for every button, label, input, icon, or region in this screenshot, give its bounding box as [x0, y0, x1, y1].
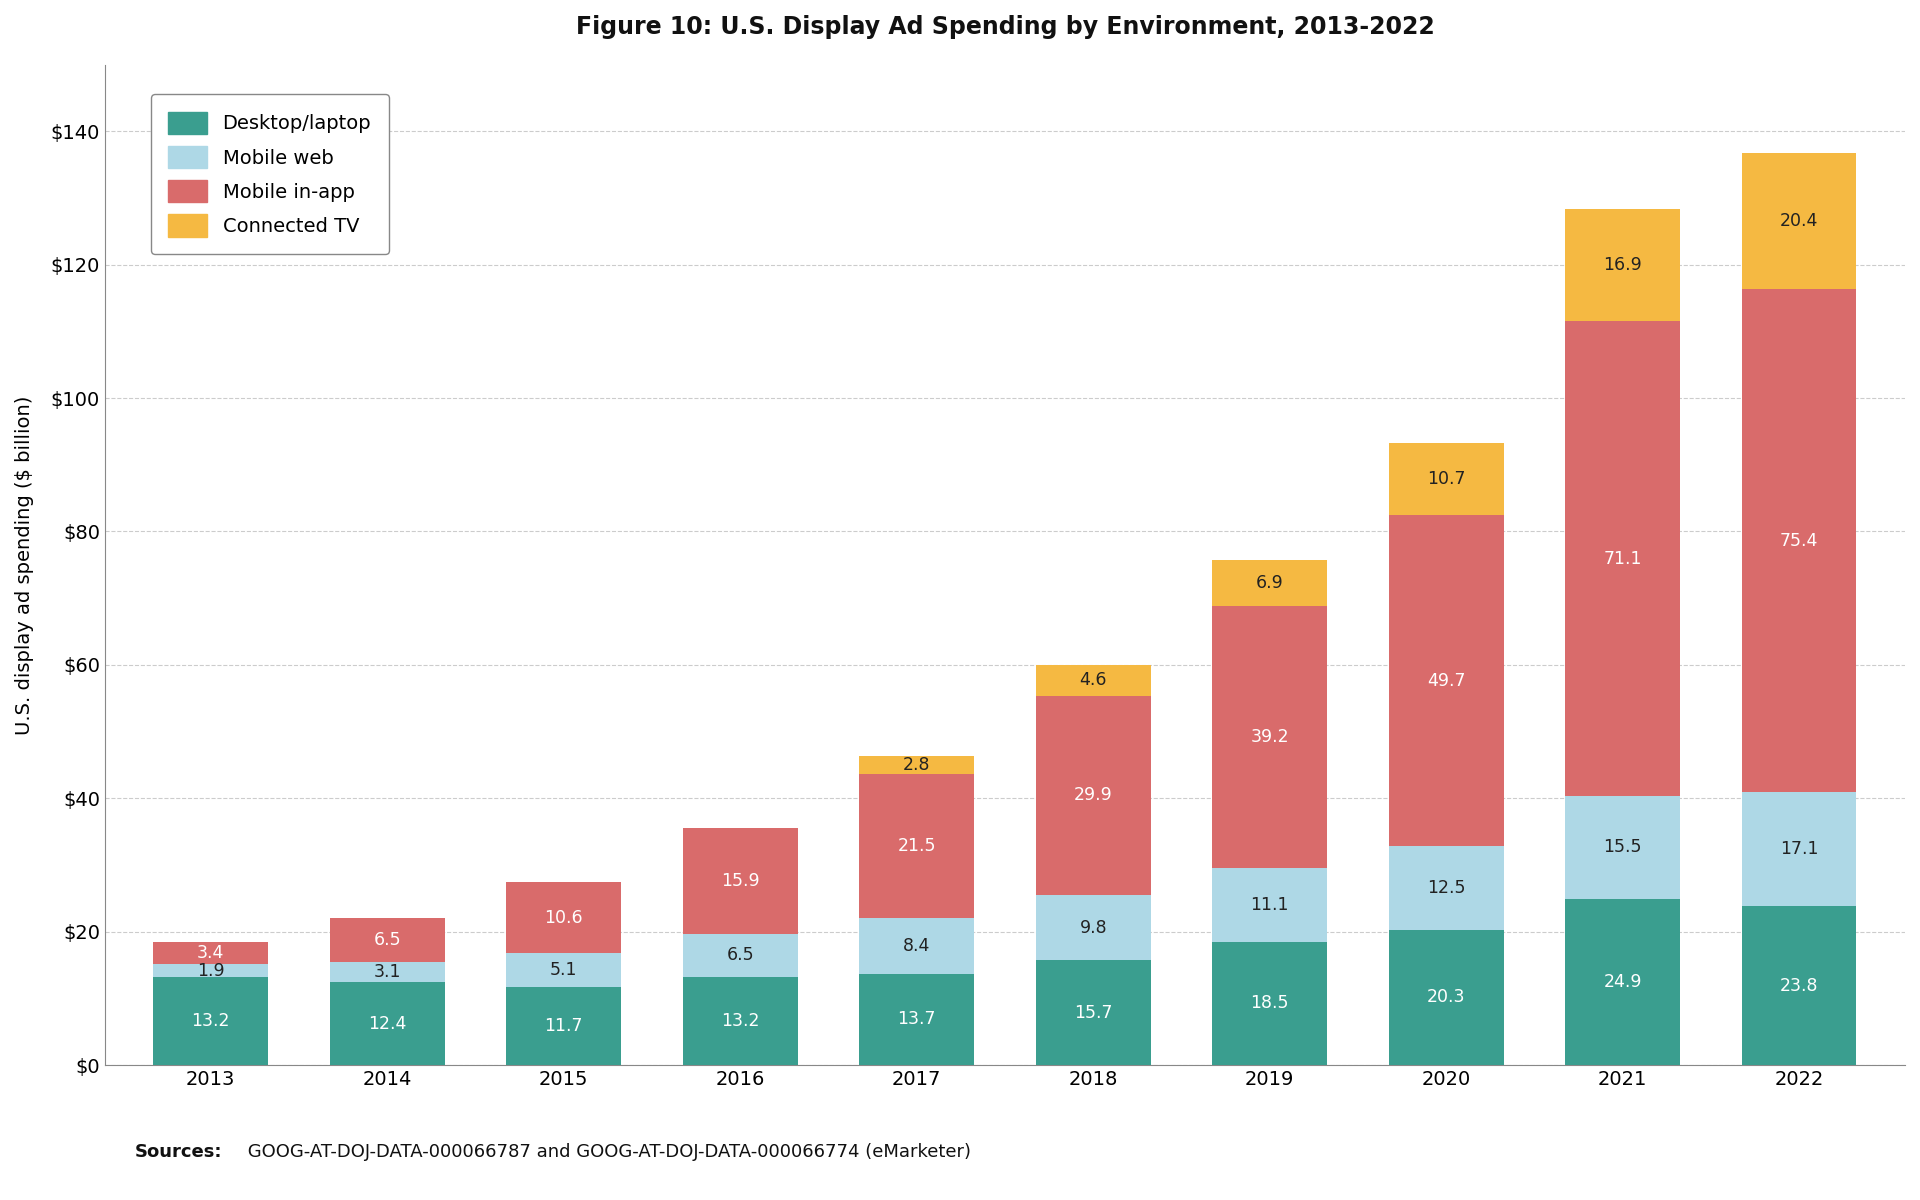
Text: Sources:: Sources: [134, 1142, 223, 1162]
Bar [507, 953, 620, 988]
Text: GOOG-AT-DOJ-DATA-000066787 and GOOG-AT-DOJ-DATA-000066774 (eMarketer): GOOG-AT-DOJ-DATA-000066787 and GOOG-AT-D… [242, 1142, 972, 1162]
Bar [507, 988, 620, 1066]
Text: 13.2: 13.2 [722, 1012, 760, 1030]
Bar [330, 983, 445, 1066]
Bar [1388, 846, 1503, 930]
Text: 16.9: 16.9 [1603, 256, 1642, 274]
Text: 8.4: 8.4 [902, 937, 931, 955]
Bar [1565, 899, 1680, 1066]
Bar [1741, 289, 1857, 792]
Text: 11.1: 11.1 [1250, 895, 1288, 913]
Text: 6.5: 6.5 [726, 947, 755, 965]
Bar [860, 918, 973, 973]
Bar [1388, 444, 1503, 515]
Bar [1035, 696, 1150, 895]
Bar [1741, 792, 1857, 906]
Bar [1035, 960, 1150, 1066]
Text: 11.7: 11.7 [545, 1018, 584, 1036]
Bar [860, 774, 973, 918]
Text: 29.9: 29.9 [1073, 786, 1112, 804]
Text: 10.6: 10.6 [545, 908, 584, 926]
Text: 15.9: 15.9 [720, 871, 760, 889]
Text: 2.8: 2.8 [902, 756, 931, 774]
Text: 75.4: 75.4 [1780, 532, 1818, 550]
Text: 49.7: 49.7 [1427, 672, 1465, 690]
Bar [1212, 942, 1327, 1066]
Bar [1741, 154, 1857, 289]
Text: 13.2: 13.2 [192, 1012, 230, 1030]
Text: 3.1: 3.1 [374, 964, 401, 982]
Bar [330, 918, 445, 961]
Text: 39.2: 39.2 [1250, 728, 1288, 746]
Text: 9.8: 9.8 [1079, 919, 1108, 937]
Bar [507, 882, 620, 953]
Bar [1035, 895, 1150, 960]
Text: 12.5: 12.5 [1427, 880, 1465, 898]
Bar [860, 756, 973, 774]
Bar [1565, 209, 1680, 322]
Bar [1212, 868, 1327, 942]
Title: Figure 10: U.S. Display Ad Spending by Environment, 2013-2022: Figure 10: U.S. Display Ad Spending by E… [576, 14, 1434, 38]
Bar [1565, 796, 1680, 899]
Text: 12.4: 12.4 [369, 1015, 407, 1033]
Text: 71.1: 71.1 [1603, 550, 1642, 568]
Bar [1212, 606, 1327, 868]
Bar [1212, 560, 1327, 606]
Bar [330, 961, 445, 983]
Text: 23.8: 23.8 [1780, 977, 1818, 995]
Text: 20.3: 20.3 [1427, 989, 1465, 1007]
Text: 24.9: 24.9 [1603, 973, 1642, 991]
Text: 21.5: 21.5 [897, 838, 935, 856]
Bar [1741, 906, 1857, 1066]
Y-axis label: U.S. display ad spending ($ billion): U.S. display ad spending ($ billion) [15, 395, 35, 734]
Text: 20.4: 20.4 [1780, 212, 1818, 230]
Text: 4.6: 4.6 [1079, 671, 1108, 689]
Bar [860, 973, 973, 1066]
Bar [154, 977, 269, 1066]
Text: 5.1: 5.1 [549, 961, 578, 979]
Text: 18.5: 18.5 [1250, 995, 1288, 1013]
Bar [1388, 930, 1503, 1066]
Text: 13.7: 13.7 [897, 1010, 935, 1028]
Bar [154, 942, 269, 965]
Bar [1035, 665, 1150, 696]
Text: 15.5: 15.5 [1603, 839, 1642, 857]
Text: 3.4: 3.4 [198, 944, 225, 962]
Text: 6.5: 6.5 [374, 931, 401, 949]
Text: 15.7: 15.7 [1073, 1003, 1112, 1021]
Bar [1388, 515, 1503, 846]
Bar [684, 934, 797, 977]
Text: 1.9: 1.9 [198, 961, 225, 979]
Text: 6.9: 6.9 [1256, 574, 1284, 592]
Bar [1565, 322, 1680, 796]
Legend: Desktop/laptop, Mobile web, Mobile in-app, Connected TV: Desktop/laptop, Mobile web, Mobile in-ap… [150, 95, 388, 254]
Bar [684, 828, 797, 934]
Bar [154, 965, 269, 977]
Bar [684, 977, 797, 1066]
Text: 10.7: 10.7 [1427, 470, 1465, 488]
Text: 17.1: 17.1 [1780, 840, 1818, 858]
